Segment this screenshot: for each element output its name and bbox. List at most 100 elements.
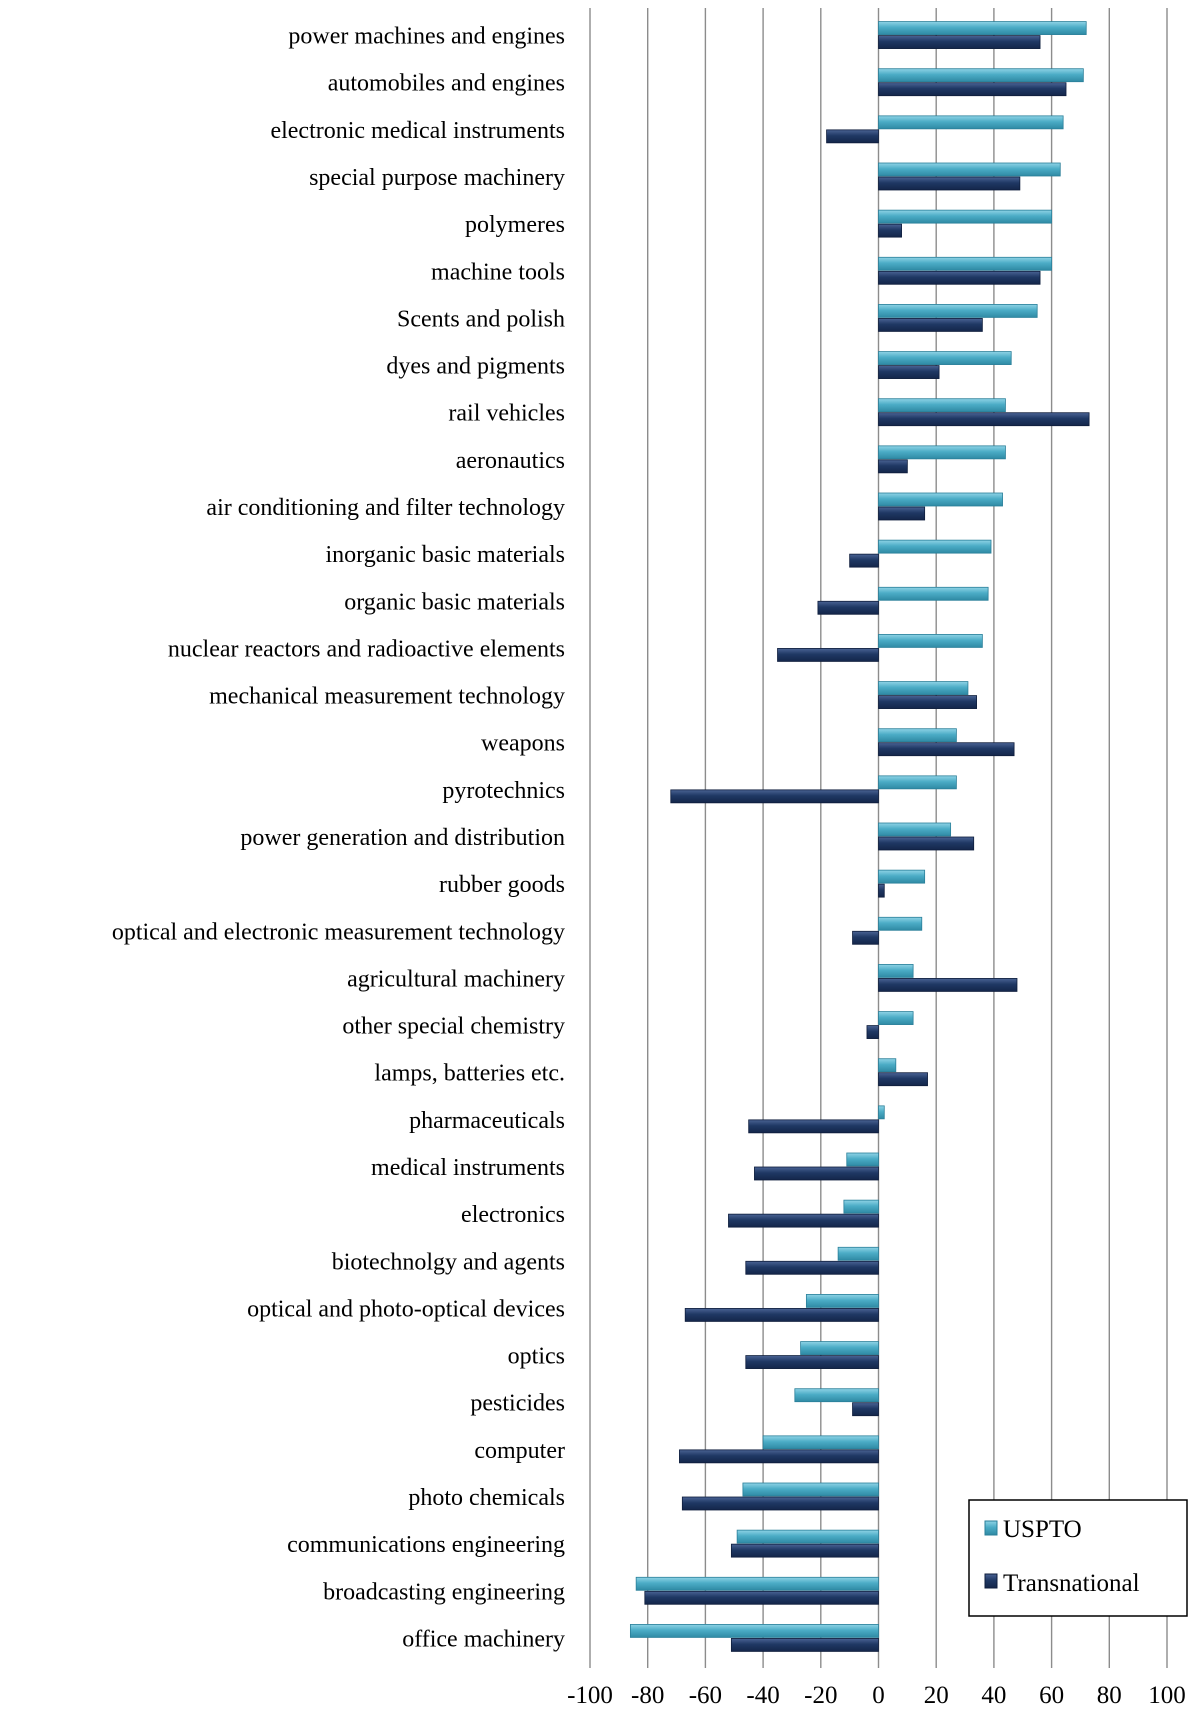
category-label-5: machine tools — [431, 259, 565, 285]
bar-uspto-7 — [878, 351, 1012, 365]
category-label-3: special purpose machinery — [309, 165, 565, 191]
bar-transnational-5 — [878, 270, 1041, 285]
bar-transnational-24 — [754, 1166, 879, 1181]
bar-transnational-15 — [878, 742, 1015, 757]
bar-transnational-10 — [878, 506, 926, 521]
category-label-10: air conditioning and filter technology — [206, 495, 565, 521]
category-label-29: pesticides — [470, 1391, 565, 1417]
bar-transnational-17 — [878, 836, 975, 851]
category-label-14: mechanical measurement technology — [209, 684, 565, 710]
bar-uspto-22 — [878, 1058, 897, 1073]
bar-transnational-19 — [852, 930, 879, 945]
category-labels: power machines and engines automobiles an… — [112, 24, 565, 1653]
legend: USPTO Transnational — [968, 1499, 1188, 1617]
x-tick-label-0: -100 — [567, 1682, 613, 1709]
bar-uspto-8 — [878, 398, 1006, 413]
legend-swatch-transnational — [984, 1573, 998, 1589]
bar-transnational-6 — [878, 318, 983, 332]
bar-uspto-5 — [878, 256, 1053, 271]
category-label-1: automobiles and engines — [328, 71, 565, 97]
bar-uspto-24 — [846, 1152, 879, 1167]
category-label-21: other special chemistry — [342, 1014, 565, 1040]
bar-transnational-7 — [878, 365, 940, 379]
bar-uspto-0 — [878, 21, 1087, 35]
bar-transnational-29 — [852, 1402, 879, 1417]
bar-uspto-15 — [878, 728, 957, 743]
category-label-25: electronics — [461, 1202, 565, 1228]
bar-uspto-33 — [635, 1576, 879, 1591]
legend-box — [968, 1499, 1188, 1617]
bar-transnational-16 — [670, 789, 879, 804]
bar-transnational-33 — [644, 1590, 879, 1605]
bar-uspto-12 — [878, 586, 989, 601]
category-label-31: photo chemicals — [408, 1485, 565, 1511]
bar-uspto-31 — [742, 1482, 879, 1497]
bar-transnational-12 — [817, 600, 879, 615]
bar-uspto-29 — [794, 1388, 879, 1403]
bar-transnational-23 — [748, 1119, 879, 1134]
bar-uspto-27 — [805, 1294, 879, 1308]
category-label-11: inorganic basic materials — [326, 542, 565, 568]
bar-uspto-32 — [736, 1529, 879, 1544]
bar-transnational-34 — [730, 1638, 879, 1652]
bar-uspto-9 — [878, 445, 1006, 460]
bar-transnational-13 — [777, 648, 879, 662]
bar-uspto-23 — [878, 1105, 885, 1120]
bar-uspto-25 — [843, 1199, 879, 1214]
bar-uspto-30 — [762, 1435, 879, 1450]
category-label-9: aeronautics — [456, 448, 565, 474]
bar-transnational-14 — [878, 695, 977, 709]
x-tick-label-10: 100 — [1148, 1682, 1186, 1709]
category-label-32: communications engineering — [287, 1532, 565, 1558]
category-label-20: agricultural machinery — [347, 966, 565, 992]
category-label-27: optical and photo-optical devices — [247, 1296, 565, 1322]
bar-transnational-1 — [878, 82, 1067, 97]
bar-transnational-27 — [684, 1308, 879, 1322]
x-axis-tick-labels: -100 -80 -60 -40 -20 0 20 40 60 80 100 — [567, 1682, 1186, 1709]
bar-uspto-28 — [800, 1341, 879, 1355]
x-tick-label-8: 60 — [1039, 1682, 1064, 1709]
category-label-30: computer — [474, 1438, 565, 1464]
category-label-26: biotechnolgy and agents — [332, 1249, 565, 1275]
category-label-33: broadcasting engineering — [323, 1579, 565, 1605]
category-label-17: power generation and distribution — [240, 825, 565, 851]
bar-uspto-17 — [878, 822, 952, 837]
category-label-12: organic basic materials — [344, 589, 565, 615]
category-label-4: polymeres — [465, 212, 565, 238]
bars — [629, 21, 1090, 1652]
bar-transnational-32 — [730, 1543, 879, 1558]
x-tick-label-1: -80 — [631, 1682, 664, 1709]
bar-uspto-6 — [878, 304, 1038, 318]
bar-transnational-9 — [878, 459, 908, 474]
bar-uspto-10 — [878, 492, 1003, 507]
bar-transnational-3 — [878, 176, 1021, 191]
bar-transnational-21 — [866, 1025, 879, 1039]
bar-uspto-34 — [629, 1624, 879, 1638]
category-label-16: pyrotechnics — [442, 778, 565, 804]
bar-transnational-2 — [826, 129, 879, 144]
bar-transnational-31 — [681, 1496, 879, 1511]
bar-uspto-26 — [837, 1246, 879, 1261]
bar-transnational-30 — [679, 1449, 879, 1464]
legend-label-transnational: Transnational — [1003, 1570, 1140, 1597]
category-label-28: optics — [508, 1344, 565, 1370]
bar-uspto-21 — [878, 1011, 914, 1025]
category-label-34: office machinery — [402, 1626, 565, 1652]
bar-uspto-20 — [878, 964, 914, 978]
bar-transnational-4 — [878, 223, 902, 238]
legend-swatch-uspto — [984, 1520, 998, 1536]
bar-transnational-0 — [878, 35, 1041, 49]
bar-uspto-11 — [878, 539, 992, 554]
x-tick-label-4: -20 — [804, 1682, 837, 1709]
x-tick-label-2: -60 — [689, 1682, 722, 1709]
category-label-0: power machines and engines — [288, 24, 565, 50]
bar-uspto-4 — [878, 209, 1053, 224]
category-label-18: rubber goods — [439, 872, 565, 898]
bar-uspto-14 — [878, 681, 969, 695]
bar-transnational-18 — [878, 883, 885, 898]
bar-uspto-18 — [878, 869, 926, 884]
x-tick-label-9: 80 — [1097, 1682, 1122, 1709]
category-label-2: electronic medical instruments — [270, 118, 565, 144]
category-label-15: weapons — [481, 731, 565, 757]
